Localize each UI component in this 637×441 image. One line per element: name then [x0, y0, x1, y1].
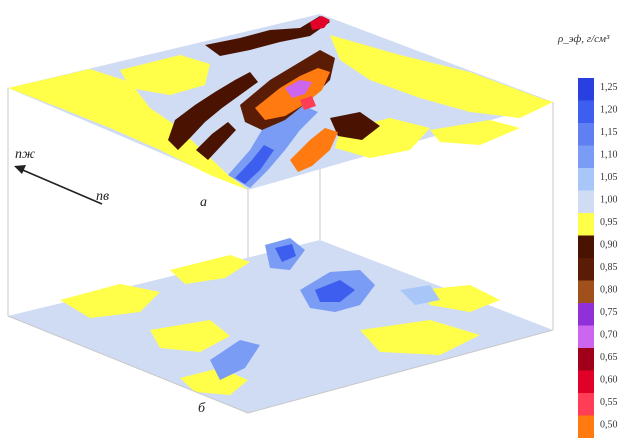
legend-swatch	[578, 258, 594, 281]
legend-swatch	[578, 190, 594, 213]
axis-label-pzh: пж	[15, 147, 35, 162]
bottom-yellow-patch-lower	[180, 368, 248, 395]
bottom-surface-map	[8, 238, 553, 413]
legend-label: 1,10	[600, 150, 618, 161]
bottom-yellow-patch-mid	[150, 320, 230, 352]
top-yellow-patch-mid	[120, 55, 210, 95]
legend-label: 1,05	[600, 172, 618, 183]
legend-swatch	[578, 235, 594, 258]
legend-swatch	[578, 213, 594, 236]
top-surface-map	[8, 14, 553, 190]
bottom-blue-streak-lower	[210, 340, 260, 380]
legend-label: 0,85	[600, 262, 618, 273]
bottom-yellow-patch-right	[360, 320, 480, 355]
legend-swatch	[578, 78, 594, 101]
top-yellow-band-right	[330, 35, 553, 118]
top-red-spot	[310, 16, 330, 30]
top-yellow-band-left	[8, 69, 248, 190]
top-brown-band-right	[330, 112, 380, 140]
legend-label: 0,65	[600, 352, 618, 363]
legend-label: 0,50	[600, 420, 618, 431]
top-orange-core-lower	[290, 128, 338, 172]
top-brown-band-left2	[196, 122, 236, 160]
legend-swatch	[578, 168, 594, 191]
legend-swatch	[578, 145, 594, 168]
legend-label: 0,95	[600, 217, 618, 228]
legend-swatch	[578, 303, 594, 326]
legend-label: 0,70	[600, 330, 618, 341]
bottom-yellow-patch-left	[60, 284, 160, 318]
top-brown-band-upper	[205, 16, 330, 56]
top-pink-spot	[300, 96, 316, 110]
legend-label: 1,25	[600, 82, 618, 93]
bottom-blue-streak-right	[400, 285, 440, 305]
bottom-blue-streak-center-deep	[315, 280, 355, 302]
panel-label-a: а	[200, 195, 207, 210]
legend-label: 0,55	[600, 397, 618, 408]
bottom-yellow-patch-far	[420, 285, 500, 312]
legend-swatch	[578, 393, 594, 416]
legend-swatch	[578, 325, 594, 348]
legend-label: 0,90	[600, 240, 618, 251]
box-front-edges	[7, 315, 554, 414]
top-magenta-ring	[285, 80, 312, 98]
bottom-yellow-patch-top	[170, 255, 250, 284]
legend-label: 0,75	[600, 307, 618, 318]
legend-swatches: 1,25 1,20 1,15 1,10 1,05 1,00 0,95 0,90 0,85 0,80…	[578, 78, 618, 438]
legend-label: 0,60	[600, 375, 618, 386]
top-yellow-patch-far	[430, 120, 520, 145]
legend-label: 1,15	[600, 127, 618, 138]
bottom-surface-base	[8, 240, 553, 413]
legend-swatch	[578, 370, 594, 393]
direction-arrow-line	[17, 167, 103, 205]
bottom-blue-streak-top-deep	[275, 244, 296, 262]
top-blue-streak-deep	[235, 145, 274, 184]
axis-label-pv: пв	[96, 189, 109, 204]
direction-arrow-head	[14, 165, 26, 174]
legend-swatch	[578, 280, 594, 303]
color-legend: ρ_эф, г/см³ 1,25 1,20 1,15 1,10 1,05 1,00 0,95…	[557, 33, 618, 438]
direction-indicator: пж пв	[14, 147, 109, 205]
legend-title: ρ_эф, г/см³	[557, 33, 610, 45]
legend-label: 1,00	[600, 195, 618, 206]
legend-swatch	[578, 100, 594, 123]
legend-swatch	[578, 415, 594, 438]
legend-swatch	[578, 123, 594, 146]
legend-label: 1,20	[600, 105, 618, 116]
legend-label: 0,80	[600, 285, 618, 296]
panel-label-b: б	[198, 401, 206, 416]
top-brown-band-left	[168, 72, 258, 150]
legend-swatch	[578, 348, 594, 371]
